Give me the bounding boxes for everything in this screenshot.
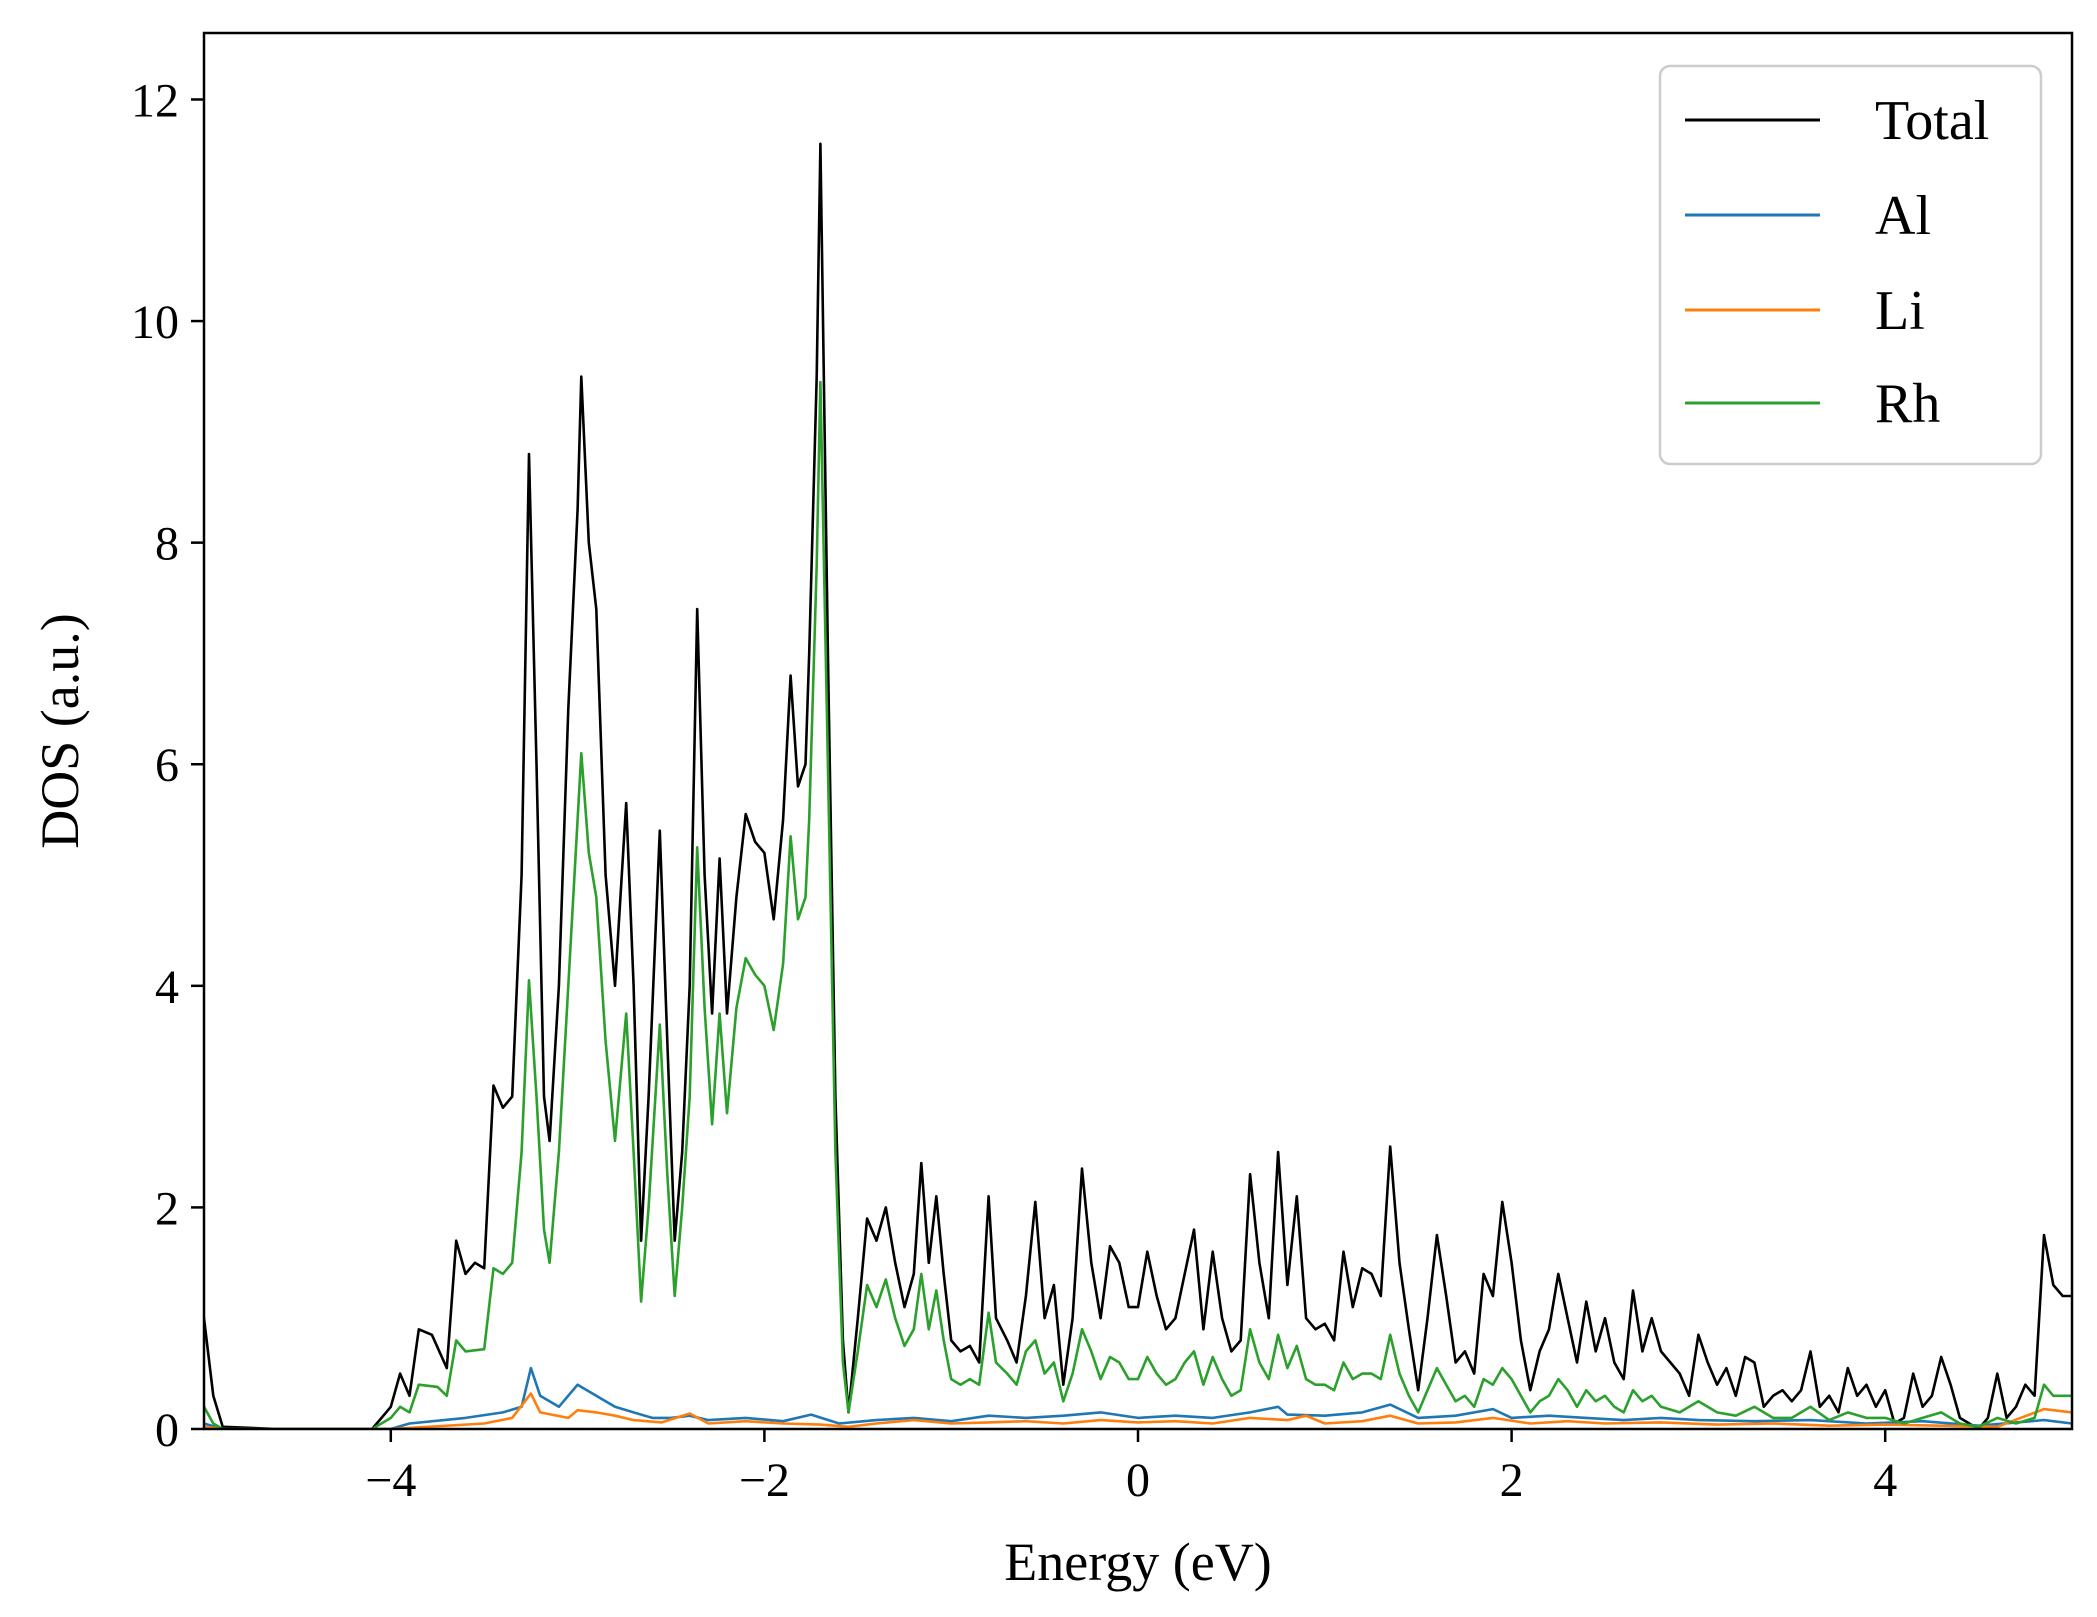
y-tick-label: 0 [155, 1404, 179, 1457]
x-tick-label: −2 [739, 1454, 790, 1507]
series-line-li [204, 1392, 2072, 1429]
x-tick-label: 4 [1873, 1454, 1897, 1507]
y-axis-ticks: 0 2 4 6 8 10 12 [131, 74, 204, 1457]
series-layer [204, 142, 2072, 1429]
y-tick-label: 4 [155, 961, 179, 1014]
legend-label-li: Li [1875, 280, 1925, 342]
legend-label-rh: Rh [1875, 373, 1940, 435]
y-tick-label: 10 [131, 296, 179, 349]
series-line-rh [204, 380, 2072, 1429]
y-tick-label: 8 [155, 518, 179, 571]
legend-items: Total Al Li Rh [1685, 90, 1989, 435]
y-tick-label: 12 [131, 74, 179, 127]
x-axis-label: Energy (eV) [1004, 1532, 1271, 1592]
legend-label-al: Al [1875, 185, 1931, 247]
x-axis-ticks: −4 −2 0 2 4 [365, 1429, 1897, 1507]
y-tick-label: 6 [155, 739, 179, 792]
y-tick-label: 2 [155, 1182, 179, 1235]
x-tick-label: 2 [1500, 1454, 1524, 1507]
y-axis-label: DOS (a.u.) [30, 613, 90, 848]
x-tick-label: −4 [365, 1454, 416, 1507]
series-line-al [204, 1366, 2072, 1429]
legend-label-total: Total [1875, 90, 1989, 152]
x-tick-label: 0 [1126, 1454, 1150, 1507]
legend: Total Al Li Rh [1658, 64, 2043, 466]
series-line-total [204, 142, 2072, 1429]
legend-box [1658, 64, 2043, 466]
